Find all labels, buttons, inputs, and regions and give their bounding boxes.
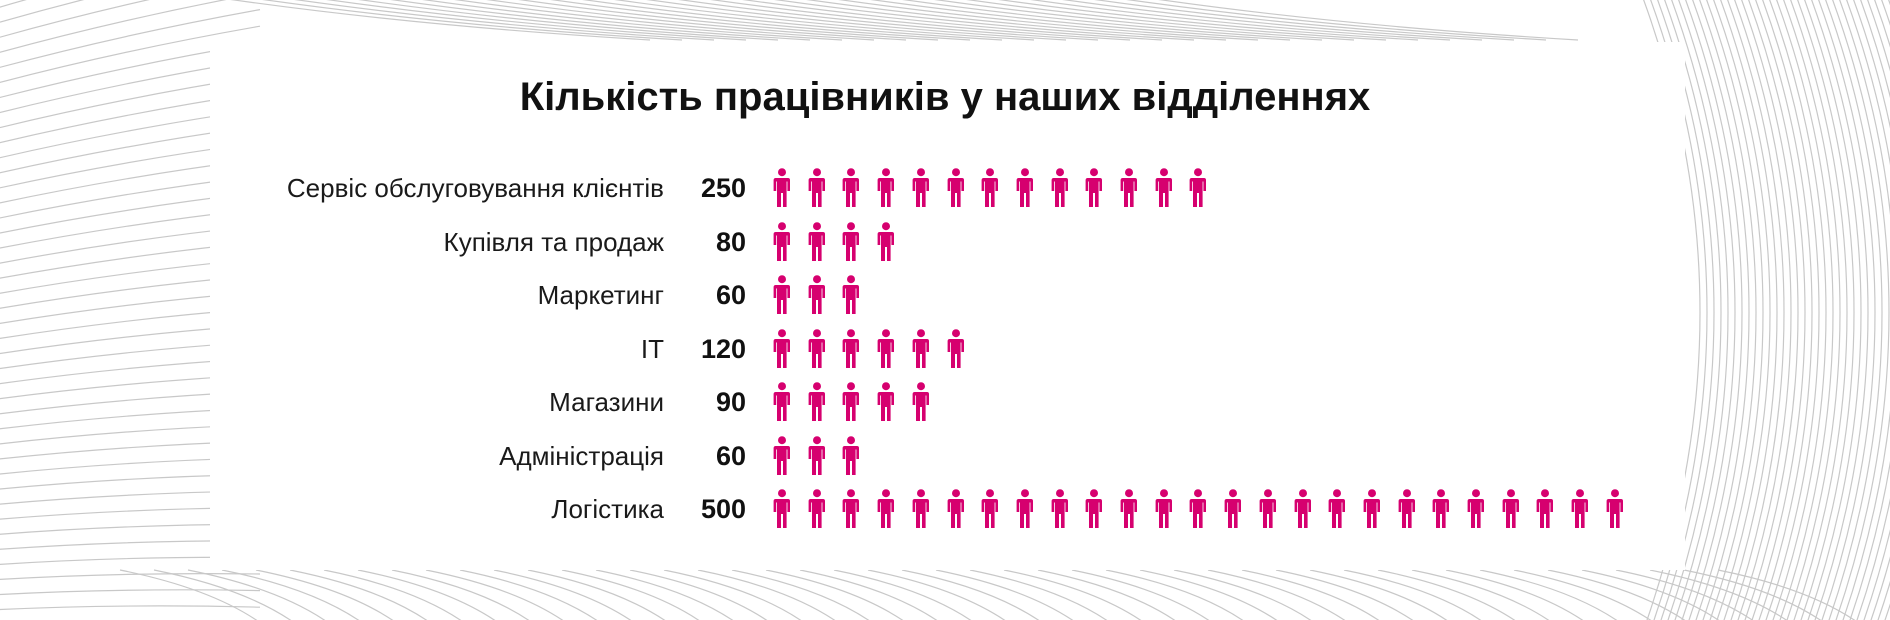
value-label: 250 xyxy=(700,173,746,203)
person-icon xyxy=(808,168,825,207)
person-icon xyxy=(1051,489,1068,528)
person-icon xyxy=(773,489,790,528)
person-icon xyxy=(1189,168,1207,207)
category-label: Логістика xyxy=(551,494,664,524)
chart-title: Кількість працівників у наших відділення… xyxy=(519,75,1371,119)
person-icon xyxy=(773,275,790,314)
pictograph-row: Логістика 500 xyxy=(0,487,1890,531)
pictograph-row: Магазини 90 xyxy=(0,380,1890,424)
person-icon xyxy=(981,168,999,207)
pictograph-row: Адміністрація 60 xyxy=(0,434,1890,478)
person-icon xyxy=(1571,489,1589,528)
person-icon xyxy=(842,221,860,261)
value-label: 60 xyxy=(715,280,746,310)
person-icon xyxy=(1120,489,1137,528)
person-icon xyxy=(947,328,964,368)
category-label: Маркетинг xyxy=(537,280,664,310)
person-icon xyxy=(808,435,825,475)
person-icon xyxy=(1016,489,1033,528)
person-icon xyxy=(1085,168,1103,207)
person-icon xyxy=(877,168,895,207)
person-icon xyxy=(1085,489,1103,528)
person-icon xyxy=(842,489,860,528)
person-icon xyxy=(1051,168,1068,207)
value-label: 120 xyxy=(700,333,746,364)
person-icon xyxy=(773,328,790,368)
person-icon xyxy=(1155,168,1172,207)
category-label: Сервіс обслуговування клієнтів xyxy=(286,173,664,203)
value-label: 60 xyxy=(715,440,746,471)
person-icon xyxy=(947,489,964,528)
person-icon xyxy=(842,275,860,314)
person-icon xyxy=(773,221,790,261)
person-icon xyxy=(808,275,825,314)
person-icon xyxy=(947,168,964,207)
category-label: IT xyxy=(640,333,664,364)
pictograph-row: Купівля та продаж 80 xyxy=(0,220,1890,264)
person-icon xyxy=(1189,489,1207,528)
person-icon xyxy=(912,489,929,528)
chart-card xyxy=(210,42,1685,570)
person-icon xyxy=(773,435,790,475)
category-label: Адміністрація xyxy=(499,440,664,471)
person-icon xyxy=(877,382,895,421)
person-icon xyxy=(842,382,860,421)
person-icon xyxy=(808,489,825,528)
person-icon xyxy=(842,435,860,475)
person-icon xyxy=(1155,489,1172,528)
person-icon xyxy=(1224,489,1242,528)
person-icon xyxy=(1120,168,1137,207)
person-icon xyxy=(808,382,825,421)
person-icon xyxy=(1328,489,1346,528)
person-icon xyxy=(1363,489,1380,528)
pictograph-row: IT 120 xyxy=(0,327,1890,371)
person-icon xyxy=(1398,489,1415,528)
person-icon xyxy=(1606,489,1623,528)
person-icon xyxy=(1016,168,1033,207)
person-icon xyxy=(808,328,825,368)
person-icon xyxy=(877,489,895,528)
category-label: Магазини xyxy=(549,387,664,417)
person-icon xyxy=(912,168,929,207)
person-icon xyxy=(1536,489,1554,528)
person-icon xyxy=(981,489,999,528)
value-label: 500 xyxy=(700,494,746,524)
person-icon xyxy=(808,221,825,261)
category-label: Купівля та продаж xyxy=(443,226,664,257)
value-label: 80 xyxy=(715,226,746,257)
person-icon xyxy=(842,328,860,368)
value-label: 90 xyxy=(715,387,746,417)
person-icon xyxy=(912,382,929,421)
person-icon xyxy=(1259,489,1276,528)
person-icon xyxy=(1432,489,1450,528)
person-icon xyxy=(877,221,895,261)
person-icon xyxy=(1502,489,1519,528)
person-icon xyxy=(877,328,895,368)
person-icon xyxy=(773,168,790,207)
pictograph-row: Сервіс обслуговування клієнтів 250 xyxy=(0,166,1890,210)
person-icon xyxy=(1467,489,1484,528)
person-icon xyxy=(773,382,790,421)
pictograph-row: Маркетинг 60 xyxy=(0,273,1890,317)
person-icon xyxy=(912,328,929,368)
person-icon xyxy=(1294,489,1311,528)
person-icon xyxy=(842,168,860,207)
